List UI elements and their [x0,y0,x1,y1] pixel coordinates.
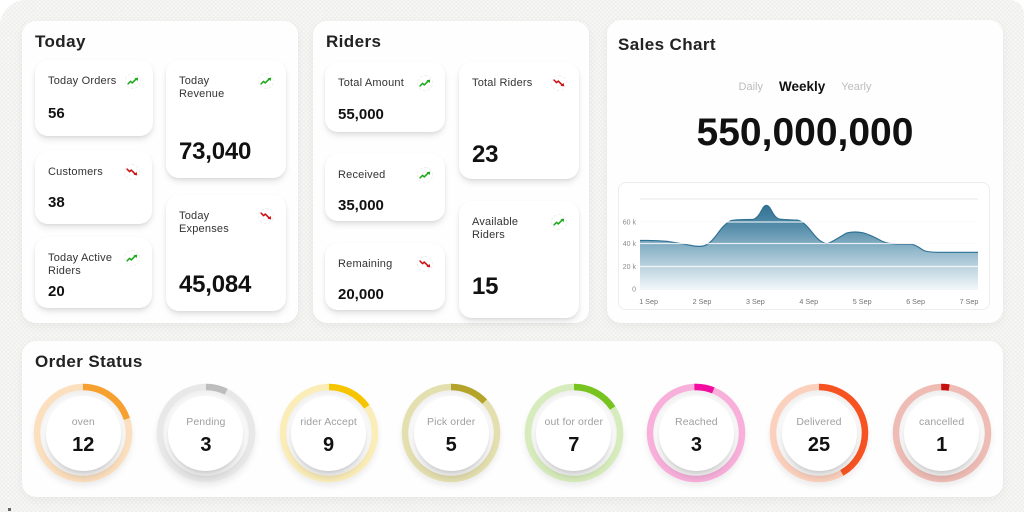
svg-text:0: 0 [632,287,636,294]
svg-text:7 Sep: 7 Sep [960,297,979,306]
svg-text:6 Sep: 6 Sep [906,297,925,306]
svg-text:4 Sep: 4 Sep [799,297,818,306]
svg-text:3 Sep: 3 Sep [746,297,765,306]
svg-text:60 k: 60 k [623,220,637,227]
svg-text:40 k: 40 k [623,241,637,248]
svg-text:1 Sep: 1 Sep [639,297,658,306]
svg-text:2 Sep: 2 Sep [693,297,712,306]
svg-text:5 Sep: 5 Sep [853,297,872,306]
svg-text:20 k: 20 k [623,264,637,271]
